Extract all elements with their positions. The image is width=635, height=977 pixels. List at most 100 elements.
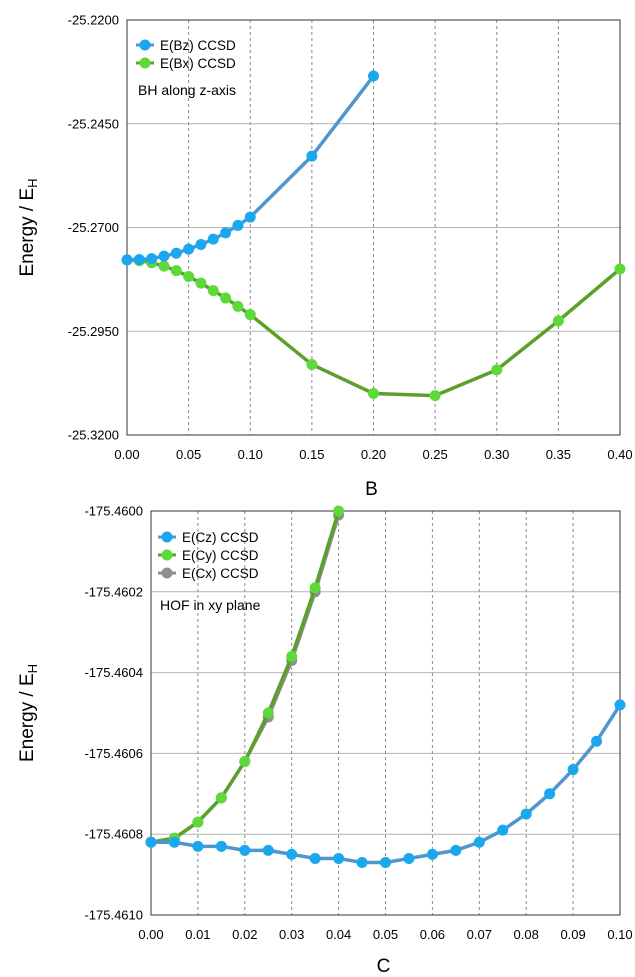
- data-point: [262, 844, 274, 856]
- y-tick-label: -175.4604: [84, 665, 143, 680]
- data-point: [170, 265, 182, 277]
- x-tick-label: 0.05: [373, 927, 398, 942]
- x-tick-label: 0.03: [279, 927, 304, 942]
- legend-label: E(Bx) CCSD: [160, 56, 236, 71]
- data-point: [145, 836, 157, 848]
- legend-label: E(Cx) CCSD: [182, 566, 259, 581]
- data-point: [244, 211, 256, 223]
- data-point: [368, 388, 379, 399]
- y-tick-label: -25.2700: [68, 220, 119, 235]
- chart-hof-energy: -175.4600 -175.4602 -175.4604 -175.4606 -175…: [17, 504, 633, 977]
- data-point: [520, 808, 532, 820]
- data-point: [473, 836, 485, 848]
- x-tick-label: 0.30: [484, 447, 509, 462]
- x-axis-title: C: [377, 956, 391, 977]
- x-axis-title: B: [365, 479, 378, 500]
- data-point: [262, 707, 274, 719]
- legend-marker: [139, 57, 151, 69]
- data-point: [239, 755, 251, 767]
- plot-frame: [126, 19, 621, 436]
- data-point: [215, 840, 227, 852]
- legend-label: E(Bz) CCSD: [160, 38, 236, 53]
- y-axis-title-subscript: H: [25, 178, 40, 187]
- data-point: [286, 848, 298, 860]
- data-point: [497, 824, 509, 836]
- x-tick-label: 0.20: [361, 447, 386, 462]
- x-tick-label: 0.25: [422, 447, 447, 462]
- data-point: [220, 292, 232, 304]
- data-point: [309, 852, 321, 864]
- y-axis-title-subscript: H: [25, 664, 40, 673]
- data-point: [121, 254, 133, 266]
- data-point: [450, 844, 462, 856]
- y-tick-label: -175.4602: [84, 584, 143, 599]
- data-point: [239, 844, 251, 856]
- x-tick-label: 0.09: [560, 927, 585, 942]
- data-point: [232, 300, 244, 312]
- y-tick-label: -175.4600: [84, 504, 143, 519]
- y-tick-label: -25.2200: [68, 13, 119, 28]
- data-point: [244, 309, 256, 321]
- x-tick-label: 0.10: [607, 927, 632, 942]
- y-tick-label: -175.4608: [84, 827, 143, 842]
- x-tick-label: 0.00: [138, 927, 163, 942]
- data-point: [368, 70, 379, 82]
- data-point: [333, 852, 345, 864]
- x-tick-label: 0.08: [514, 927, 539, 942]
- y-axis-title-main: Energy / E: [17, 188, 38, 277]
- x-tick-label: 0.10: [238, 447, 263, 462]
- data-point: [614, 699, 626, 711]
- y-tick-label: -25.2450: [68, 116, 119, 131]
- data-point: [220, 227, 232, 239]
- x-tick-label: 0.02: [232, 927, 257, 942]
- data-point: [207, 285, 219, 297]
- data-point: [232, 219, 244, 231]
- data-point: [158, 260, 170, 272]
- x-tick-label: 0.05: [176, 447, 201, 462]
- data-point: [380, 856, 391, 868]
- data-point: [133, 253, 145, 265]
- x-tick-label: 0.40: [607, 447, 632, 462]
- y-tick-label: -175.4610: [84, 908, 143, 923]
- chart-annotation: HOF in xy plane: [160, 597, 261, 613]
- legend-marker: [161, 531, 173, 543]
- data-point: [403, 852, 415, 864]
- data-point: [544, 788, 556, 800]
- data-point: [426, 848, 438, 860]
- x-tick-label: 0.04: [326, 927, 351, 942]
- data-point: [192, 816, 204, 828]
- data-point: [215, 792, 227, 804]
- x-tick-label: 0.00: [114, 447, 139, 462]
- data-point: [333, 505, 345, 517]
- legend-marker: [139, 39, 151, 51]
- data-point: [429, 390, 441, 402]
- legend-marker: [161, 567, 173, 579]
- x-tick-label: 0.06: [420, 927, 445, 942]
- x-tick-label: 0.35: [546, 447, 571, 462]
- data-point: [170, 247, 182, 259]
- data-point: [207, 233, 219, 245]
- data-point: [552, 315, 564, 327]
- data-point: [192, 840, 204, 852]
- data-point: [614, 263, 626, 275]
- y-axis-title-main: Energy / E: [17, 673, 38, 762]
- data-point: [491, 364, 503, 376]
- data-point: [567, 764, 579, 776]
- data-point: [356, 856, 368, 868]
- chart-annotation: BH along z-axis: [138, 82, 236, 98]
- data-point: [195, 277, 207, 289]
- data-point: [286, 650, 298, 662]
- data-point: [168, 836, 180, 848]
- data-point: [183, 270, 195, 282]
- x-tick-label: 0.01: [185, 927, 210, 942]
- data-point: [183, 243, 195, 255]
- data-point: [158, 250, 170, 262]
- y-axis-title: Energy / EH: [17, 178, 40, 276]
- y-axis-title: Energy / EH: [17, 664, 40, 762]
- legend-marker: [161, 549, 173, 561]
- y-tick-label: -25.2950: [68, 324, 119, 339]
- chart-bh-energy: -25.2200 -25.2450 -25.2700 -25.2950 -25.3200…: [17, 13, 633, 501]
- data-point: [306, 150, 318, 162]
- x-tick-label: 0.15: [299, 447, 324, 462]
